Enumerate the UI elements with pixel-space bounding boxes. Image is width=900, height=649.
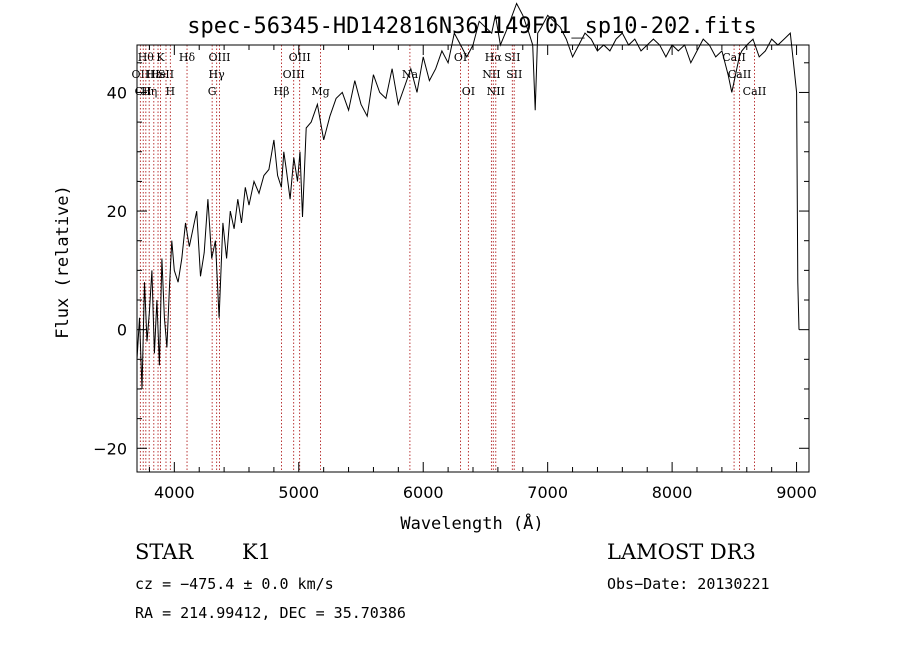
y-tick-label-20: 20 [107, 202, 127, 221]
line-label-26: CaII [728, 68, 752, 81]
line-label-2: Hθ [138, 51, 155, 64]
redshift-readout: cz = −475.4 ± 0.0 km/s [135, 575, 334, 593]
y-tick-label-40: 40 [107, 83, 127, 102]
y-tick-label-0: 0 [117, 321, 127, 340]
x-axis-label: Wavelength (Å) [400, 512, 543, 534]
line-label-15: OIII [289, 51, 311, 64]
line-label-12: OIII [208, 51, 230, 64]
line-label-13: Hβ [274, 85, 290, 98]
object-type: STAR [135, 540, 194, 564]
coordinates-readout: RA = 214.99412, DEC = 35.70386 [135, 604, 406, 622]
plot-frame [136, 44, 810, 473]
object-subclass: K1 [242, 540, 272, 564]
line-label-23: SII [504, 51, 520, 64]
line-label-25: CaII [722, 51, 746, 64]
x-tick-label-7000: 7000 [527, 483, 568, 502]
line-label-1: CII [135, 85, 152, 98]
line-label-0: OII [132, 68, 150, 81]
line-label-17: Na [402, 68, 419, 81]
x-tick-label-6000: 6000 [403, 483, 444, 502]
line-label-22: NII [487, 85, 505, 98]
line-label-19: OI [462, 85, 475, 98]
emission-line-markers: OIICIIHθHηHεHeKSIIHHδGHγOIIIHβOIIIOIIIMg… [132, 45, 767, 472]
line-label-3: Hη [141, 85, 157, 98]
spectrum-line [136, 2, 800, 390]
chart-title: spec-56345-HD142816N361149F01_sp10-202.f… [187, 14, 757, 39]
observation-date: Obs−Date: 20130221 [607, 575, 770, 593]
line-label-11: Hγ [209, 68, 226, 81]
y-axis: −20 0 20 40 [93, 62, 809, 458]
y-tick-label--20: −20 [93, 439, 127, 458]
x-tick-label-4000: 4000 [154, 483, 195, 502]
x-tick-label-8000: 8000 [652, 483, 693, 502]
survey-name: LAMOST DR3 [607, 540, 756, 564]
line-label-24: SII [506, 68, 522, 81]
x-tick-label-9000: 9000 [776, 483, 817, 502]
line-label-7: SII [158, 68, 174, 81]
x-tick-label-5000: 5000 [278, 483, 319, 502]
line-label-6: K [156, 51, 165, 64]
line-label-16: Mg [311, 85, 329, 98]
line-label-18: OI [454, 51, 467, 64]
line-label-10: G [208, 85, 217, 98]
line-label-9: Hδ [179, 51, 196, 64]
line-label-14: OIII [283, 68, 305, 81]
line-label-8: H [166, 85, 176, 98]
line-label-27: CaII [743, 85, 767, 98]
x-axis: 4000 5000 6000 7000 8000 9000 [148, 45, 817, 502]
y-axis-label: Flux (relative) [53, 185, 73, 339]
line-label-21: Hα [485, 51, 503, 64]
line-label-20: NII [482, 68, 500, 81]
line-label-5: He [150, 68, 166, 81]
